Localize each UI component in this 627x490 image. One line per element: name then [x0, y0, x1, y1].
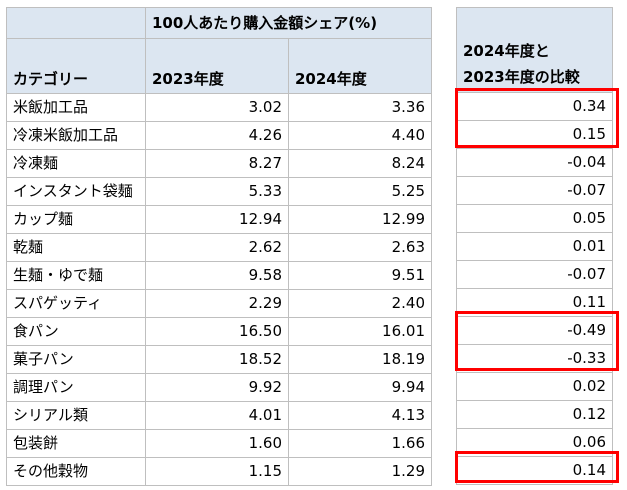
category-cell: 生麺・ゆで麺 [6, 261, 146, 290]
table-row: -0.07 [456, 176, 613, 205]
table-row: 生麺・ゆで麺 9.58 9.51 [6, 261, 432, 290]
value-2023-cell: 9.58 [145, 261, 289, 290]
value-2023-cell: 18.52 [145, 345, 289, 374]
value-2023-cell: 12.94 [145, 205, 289, 234]
table-row: 米飯加工品 3.02 3.36 [6, 93, 432, 122]
value-2024-cell: 1.66 [288, 429, 432, 458]
table-row: 0.05 [456, 204, 613, 233]
value-2024-cell: 8.24 [288, 149, 432, 178]
table-row: 0.11 [456, 288, 613, 317]
share-table: 100人あたり購入金額シェア(%) カテゴリー 2023年度 2024年度 米飯… [6, 7, 432, 486]
diff-cell: 0.34 [456, 92, 613, 121]
category-cell: 乾麺 [6, 233, 146, 262]
category-cell: 菓子パン [6, 345, 146, 374]
table-row: 冷凍麺 8.27 8.24 [6, 149, 432, 178]
category-cell: 包装餅 [6, 429, 146, 458]
value-2023-cell: 4.01 [145, 401, 289, 430]
diff-cell: 0.01 [456, 232, 613, 261]
table-row: 0.12 [456, 400, 613, 429]
category-cell: カップ麺 [6, 205, 146, 234]
category-cell: 冷凍麺 [6, 149, 146, 178]
category-cell: 冷凍米飯加工品 [6, 121, 146, 150]
table-row: 0.01 [456, 232, 613, 261]
table-row: 0.06 [456, 428, 613, 457]
table-row: 0.15 [456, 120, 613, 149]
value-2024-cell: 2.63 [288, 233, 432, 262]
category-cell: インスタント袋麺 [6, 177, 146, 206]
category-cell: シリアル類 [6, 401, 146, 430]
diff-table-body: 0.34 0.15 -0.04 -0.07 0.05 0.01 -0.07 0.11 -0.49… [456, 92, 613, 485]
table-row: -0.33 [456, 344, 613, 373]
value-2024-cell: 1.29 [288, 457, 432, 486]
value-2023-cell: 9.92 [145, 373, 289, 402]
share-table-body: 米飯加工品 3.02 3.36 冷凍米飯加工品 4.26 4.40 冷凍麺 8.27 8.24 イ… [6, 93, 432, 486]
diff-table: 2024年度と 2023年度の比較 0.34 0.15 -0.04 -0.07 0.05… [456, 7, 613, 485]
table-row: 乾麺 2.62 2.63 [6, 233, 432, 262]
category-cell: その他穀物 [6, 457, 146, 486]
value-2023-cell: 2.29 [145, 289, 289, 318]
diff-cell: -0.07 [456, 260, 613, 289]
category-cell: 米飯加工品 [6, 93, 146, 122]
diff-cell: -0.04 [456, 148, 613, 177]
value-2024-cell: 16.01 [288, 317, 432, 346]
table-row: 0.34 [456, 92, 613, 121]
diff-cell: 0.06 [456, 428, 613, 457]
table-row: 菓子パン 18.52 18.19 [6, 345, 432, 374]
value-2024-cell: 12.99 [288, 205, 432, 234]
diff-header-line1: 2024年度と [463, 42, 550, 60]
diff-cell: 0.02 [456, 372, 613, 401]
year-2024-header: 2024年度 [288, 38, 432, 94]
category-cell: スパゲッティ [6, 289, 146, 318]
value-2024-cell: 4.40 [288, 121, 432, 150]
diff-cell: -0.49 [456, 316, 613, 345]
value-2024-cell: 9.51 [288, 261, 432, 290]
value-2023-cell: 4.26 [145, 121, 289, 150]
diff-cell: -0.33 [456, 344, 613, 373]
table-row: 調理パン 9.92 9.94 [6, 373, 432, 402]
category-cell: 食パン [6, 317, 146, 346]
value-2024-cell: 5.25 [288, 177, 432, 206]
category-header: カテゴリー [6, 38, 146, 94]
year-2023-header: 2023年度 [145, 38, 289, 94]
value-2024-cell: 3.36 [288, 93, 432, 122]
diff-cell: 0.05 [456, 204, 613, 233]
value-2024-cell: 18.19 [288, 345, 432, 374]
table-row: スパゲッティ 2.29 2.40 [6, 289, 432, 318]
table-row: 0.02 [456, 372, 613, 401]
value-2023-cell: 8.27 [145, 149, 289, 178]
value-2024-cell: 4.13 [288, 401, 432, 430]
value-2024-cell: 2.40 [288, 289, 432, 318]
table-row: -0.04 [456, 148, 613, 177]
diff-header: 2024年度と 2023年度の比較 [456, 7, 613, 93]
value-2023-cell: 3.02 [145, 93, 289, 122]
diff-cell: 0.15 [456, 120, 613, 149]
table-row: その他穀物 1.15 1.29 [6, 457, 432, 486]
table-row: 包装餅 1.60 1.66 [6, 429, 432, 458]
category-cell: 調理パン [6, 373, 146, 402]
group-title: 100人あたり購入金額シェア(%) [145, 7, 432, 39]
table-row: -0.07 [456, 260, 613, 289]
table-row: -0.49 [456, 316, 613, 345]
value-2023-cell: 1.15 [145, 457, 289, 486]
value-2024-cell: 9.94 [288, 373, 432, 402]
diff-cell: 0.14 [456, 456, 613, 485]
value-2023-cell: 1.60 [145, 429, 289, 458]
table-row: 食パン 16.50 16.01 [6, 317, 432, 346]
value-2023-cell: 16.50 [145, 317, 289, 346]
header-blank-cell [6, 7, 146, 39]
table-row: 冷凍米飯加工品 4.26 4.40 [6, 121, 432, 150]
table-row: カップ麺 12.94 12.99 [6, 205, 432, 234]
table-row: 0.14 [456, 456, 613, 485]
table-row: シリアル類 4.01 4.13 [6, 401, 432, 430]
value-2023-cell: 2.62 [145, 233, 289, 262]
table-row: インスタント袋麺 5.33 5.25 [6, 177, 432, 206]
diff-cell: -0.07 [456, 176, 613, 205]
diff-cell: 0.12 [456, 400, 613, 429]
diff-header-line2: 2023年度の比較 [463, 68, 580, 86]
diff-cell: 0.11 [456, 288, 613, 317]
value-2023-cell: 5.33 [145, 177, 289, 206]
